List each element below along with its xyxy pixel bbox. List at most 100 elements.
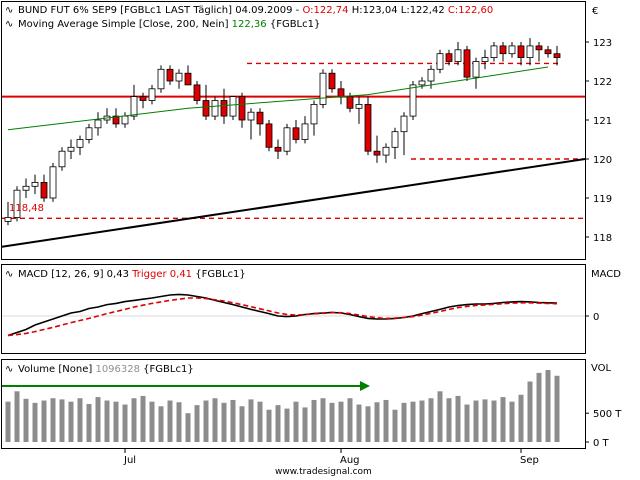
volume-bar <box>132 398 137 442</box>
candle <box>311 101 317 136</box>
volume-bar <box>195 405 200 442</box>
volume-bar <box>96 397 101 442</box>
candle-body <box>257 112 263 124</box>
volume-bar <box>105 401 110 442</box>
candle-body <box>419 81 425 85</box>
volume-bar <box>555 376 560 442</box>
volume-bar <box>267 410 272 442</box>
x-tick-label: Aug <box>340 455 360 466</box>
candle <box>113 108 119 128</box>
candle-body <box>536 46 542 50</box>
candle-body <box>167 69 173 81</box>
volume-bar <box>213 398 218 442</box>
candle <box>284 124 290 155</box>
candle <box>95 112 101 135</box>
macd-legend-icon: ∿ <box>5 269 13 280</box>
volume-bar <box>249 399 254 442</box>
volume-bar <box>501 397 506 442</box>
candle-body <box>410 85 416 116</box>
candle-body <box>77 140 83 148</box>
candle-body <box>95 120 101 128</box>
candle <box>50 163 56 202</box>
ma-legend-symbol: {FGBLc1} <box>267 19 321 30</box>
macd-legend-text: MACD [12, 26, 9] 0,43 <box>18 269 132 280</box>
price-tick-label: 118 <box>593 233 612 244</box>
ma-legend: ∿ Moving Average Simple [Close, 200, Nei… <box>5 19 320 30</box>
candle-body <box>500 46 506 54</box>
candle <box>41 175 47 202</box>
volume-bar <box>42 401 47 442</box>
currency-label: € <box>592 6 598 17</box>
volume-bar <box>483 399 488 442</box>
macd-tick-label: 0 <box>593 312 599 323</box>
candle <box>221 89 227 124</box>
candle-body <box>23 186 29 190</box>
candle <box>149 85 155 105</box>
candle-body <box>194 85 200 101</box>
candle-body <box>383 147 389 155</box>
candle-body <box>230 97 236 117</box>
volume-bar <box>240 406 245 442</box>
volume-bar <box>24 399 29 442</box>
candle <box>527 38 533 65</box>
volume-bar <box>411 402 416 442</box>
candle-body <box>140 97 146 101</box>
candle <box>392 128 398 159</box>
volume-bar <box>60 399 65 442</box>
candle <box>365 97 371 156</box>
candle-body <box>347 97 353 109</box>
candle-body <box>482 58 488 62</box>
volume-axis-label: VOL <box>591 363 612 374</box>
macd-axis-label: MACD <box>591 269 621 280</box>
volume-bar <box>420 401 425 442</box>
candle-body <box>149 89 155 101</box>
candle <box>122 112 128 128</box>
volume-bar <box>285 409 290 442</box>
volume-bar <box>312 400 317 442</box>
volume-bar <box>51 398 56 442</box>
candle-body <box>122 116 128 124</box>
candle <box>410 81 416 120</box>
candle <box>59 147 65 170</box>
svg-text:Moving Average Simple [Close,: Moving Average Simple [Close, 200, Nein]… <box>18 19 320 30</box>
candle <box>356 97 362 124</box>
watermark: www.tradesignal.com <box>275 467 372 477</box>
candle <box>266 120 272 151</box>
volume-bar <box>177 402 182 442</box>
volume-bar <box>375 402 380 442</box>
ma-legend-value: 122,36 <box>232 19 267 30</box>
volume-bar <box>294 402 299 442</box>
candle-body <box>428 69 434 81</box>
candle <box>482 50 488 70</box>
candle-body <box>86 128 92 140</box>
candle <box>554 46 560 66</box>
candle <box>329 69 335 92</box>
price-open: O:122,74 <box>302 5 348 16</box>
price-close: C:122,60 <box>448 5 493 16</box>
candle-body <box>509 46 515 54</box>
candle-body <box>320 73 326 104</box>
price-tick-label: 120 <box>593 155 612 166</box>
candle-body <box>203 101 209 117</box>
macd-line <box>8 294 557 335</box>
candle <box>68 140 74 160</box>
candle <box>77 136 83 156</box>
price-legend-icon: ∿ <box>5 5 13 16</box>
volume-bar <box>339 402 344 442</box>
volume-legend: ∿ Volume [None] 1096328 {FGBLc1} <box>5 364 194 375</box>
candle <box>545 46 551 58</box>
candle-body <box>311 104 317 124</box>
candle-body <box>365 104 371 151</box>
candle-body <box>5 218 11 222</box>
macd-legend-trigger: Trigger 0,41 <box>131 269 192 280</box>
candle <box>536 42 542 62</box>
volume-bar <box>222 403 227 442</box>
price-tick-label: 122 <box>593 77 612 88</box>
candle <box>275 140 281 160</box>
volume-legend-value: 1096328 <box>95 364 140 375</box>
candle-body <box>266 124 272 147</box>
price-tick-label: 119 <box>593 194 612 205</box>
candle <box>203 85 209 120</box>
ma-legend-icon: ∿ <box>5 19 13 30</box>
volume-bar <box>384 400 389 442</box>
